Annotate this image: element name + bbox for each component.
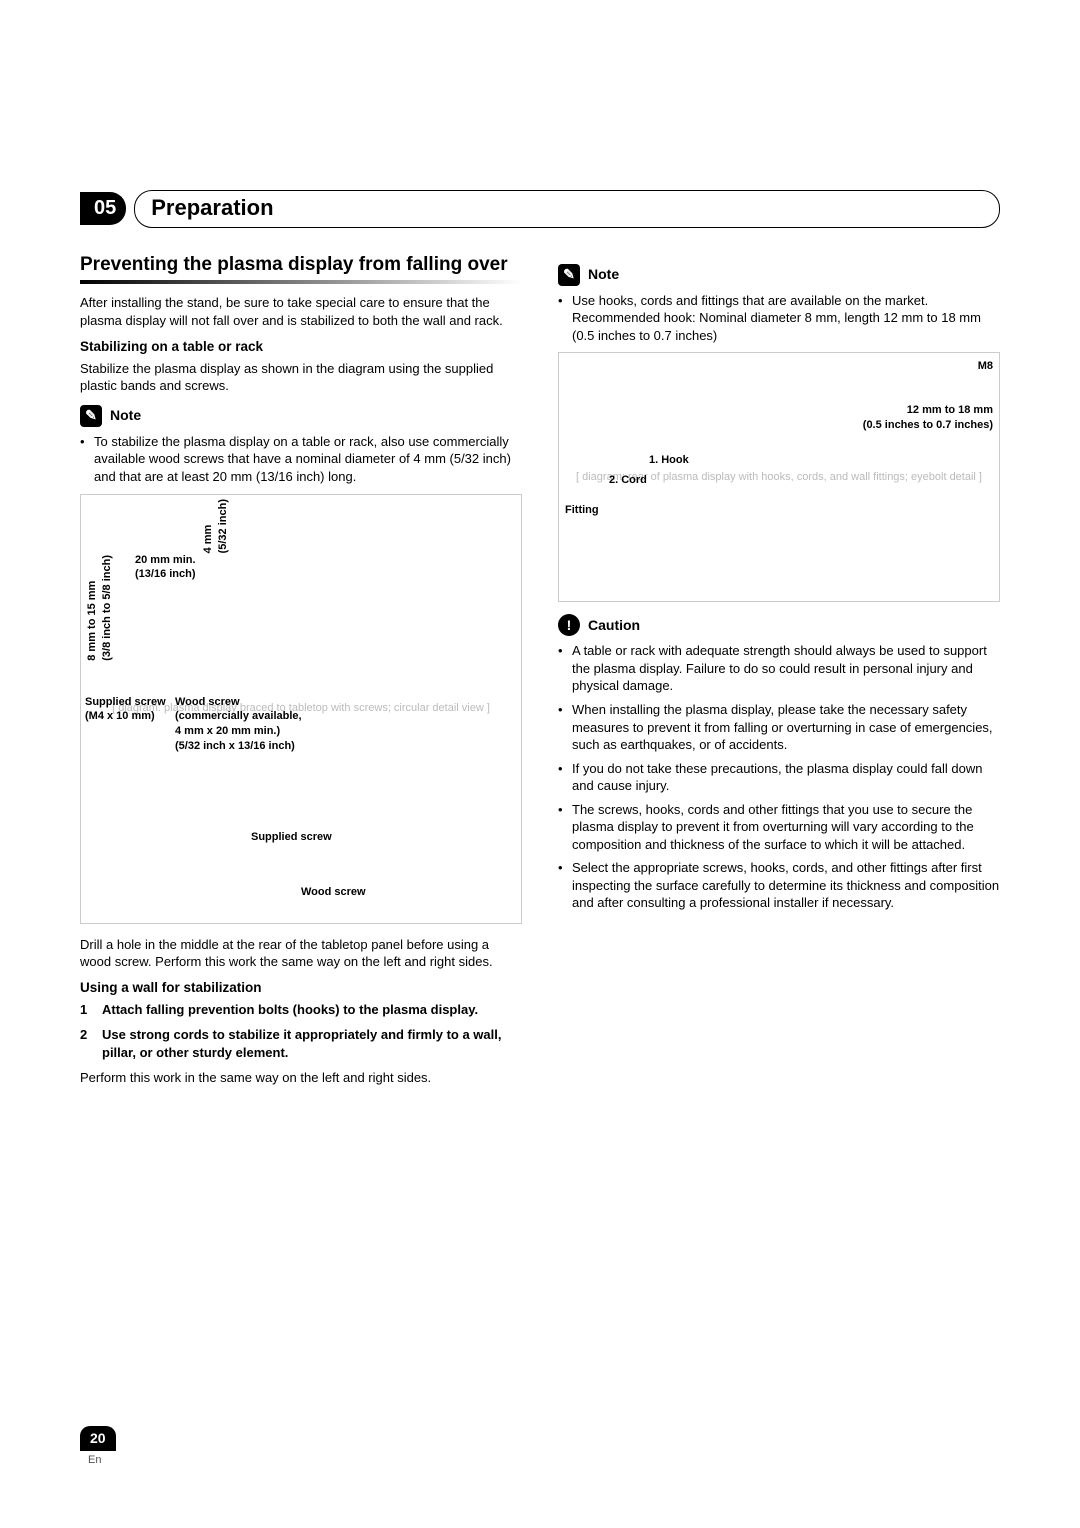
label-cord: 2. Cord <box>609 473 647 488</box>
page-language: En <box>88 1453 116 1468</box>
dim-height: 8 mm to 15 mm (3/8 inch to 5/8 inch) <box>85 555 115 661</box>
page-footer: 20 En <box>80 1426 116 1468</box>
label-m8: M8 <box>978 359 993 374</box>
caution-item: The screws, hooks, cords and other fitti… <box>558 801 1000 854</box>
caution-label: Caution <box>588 616 640 635</box>
diagram-table-mount: 8 mm to 15 mm (3/8 inch to 5/8 inch) 4 m… <box>80 494 522 924</box>
left-column: Preventing the plasma display from falli… <box>80 254 522 1095</box>
dim-width: 4 mm (5/32 inch) <box>201 499 231 553</box>
caution-item: A table or rack with adequate strength s… <box>558 642 1000 695</box>
chapter-title-wrap: Preparation <box>134 190 1000 228</box>
label-wood-screw: Wood screw (commercially available, 4 mm… <box>175 695 302 754</box>
chapter-title: Preparation <box>151 195 273 220</box>
note-list-right: Use hooks, cords and fittings that are a… <box>558 292 1000 345</box>
label-hook: 1. Hook <box>649 453 689 468</box>
detail-supplied: Supplied screw <box>251 830 332 845</box>
caution-list: A table or rack with adequate strength s… <box>558 642 1000 912</box>
note-list: To stabilize the plasma display on a tab… <box>80 433 522 486</box>
note-label: Note <box>110 406 141 425</box>
wall-steps: Attach falling prevention bolts (hooks) … <box>80 1001 522 1062</box>
chapter-header: 05 Preparation <box>80 190 1000 228</box>
note-header: ✎ Note <box>80 405 522 427</box>
stabilizing-heading: Stabilizing on a table or rack <box>80 338 522 356</box>
right-column: ✎ Note Use hooks, cords and fittings tha… <box>558 254 1000 1095</box>
stabilizing-text: Stabilize the plasma display as shown in… <box>80 360 522 395</box>
note-label: Note <box>588 265 619 284</box>
caution-item: Select the appropriate screws, hooks, co… <box>558 859 1000 912</box>
step-1: Attach falling prevention bolts (hooks) … <box>80 1001 522 1019</box>
note-item: Use hooks, cords and fittings that are a… <box>558 292 1000 345</box>
label-hook-dim: 12 mm to 18 mm (0.5 inches to 0.7 inches… <box>863 403 993 433</box>
section-heading: Preventing the plasma display from falli… <box>80 254 522 277</box>
caution-item: If you do not take these precautions, th… <box>558 760 1000 795</box>
label-fitting: Fitting <box>565 503 599 518</box>
page-number: 20 <box>80 1426 116 1451</box>
wall-heading: Using a wall for stabilization <box>80 979 522 997</box>
diagram-wall-mount: M8 12 mm to 18 mm (0.5 inches to 0.7 inc… <box>558 352 1000 602</box>
note-header-right: ✎ Note <box>558 264 1000 286</box>
caution-icon: ! <box>558 614 580 636</box>
wall-text: Perform this work in the same way on the… <box>80 1069 522 1087</box>
caution-header: ! Caution <box>558 614 1000 636</box>
chapter-number: 05 <box>80 192 126 225</box>
detail-wood: Wood screw <box>301 885 366 900</box>
note-icon: ✎ <box>80 405 102 427</box>
step-2: Use strong cords to stabilize it appropr… <box>80 1026 522 1061</box>
drill-text: Drill a hole in the middle at the rear o… <box>80 936 522 971</box>
caution-item: When installing the plasma display, plea… <box>558 701 1000 754</box>
heading-rule <box>80 280 522 284</box>
intro-text: After installing the stand, be sure to t… <box>80 294 522 329</box>
note-item: To stabilize the plasma display on a tab… <box>80 433 522 486</box>
note-icon: ✎ <box>558 264 580 286</box>
dim-length: 20 mm min. (13/16 inch) <box>135 553 196 583</box>
label-supplied-screw: Supplied screw (M4 x 10 mm) <box>85 695 166 725</box>
